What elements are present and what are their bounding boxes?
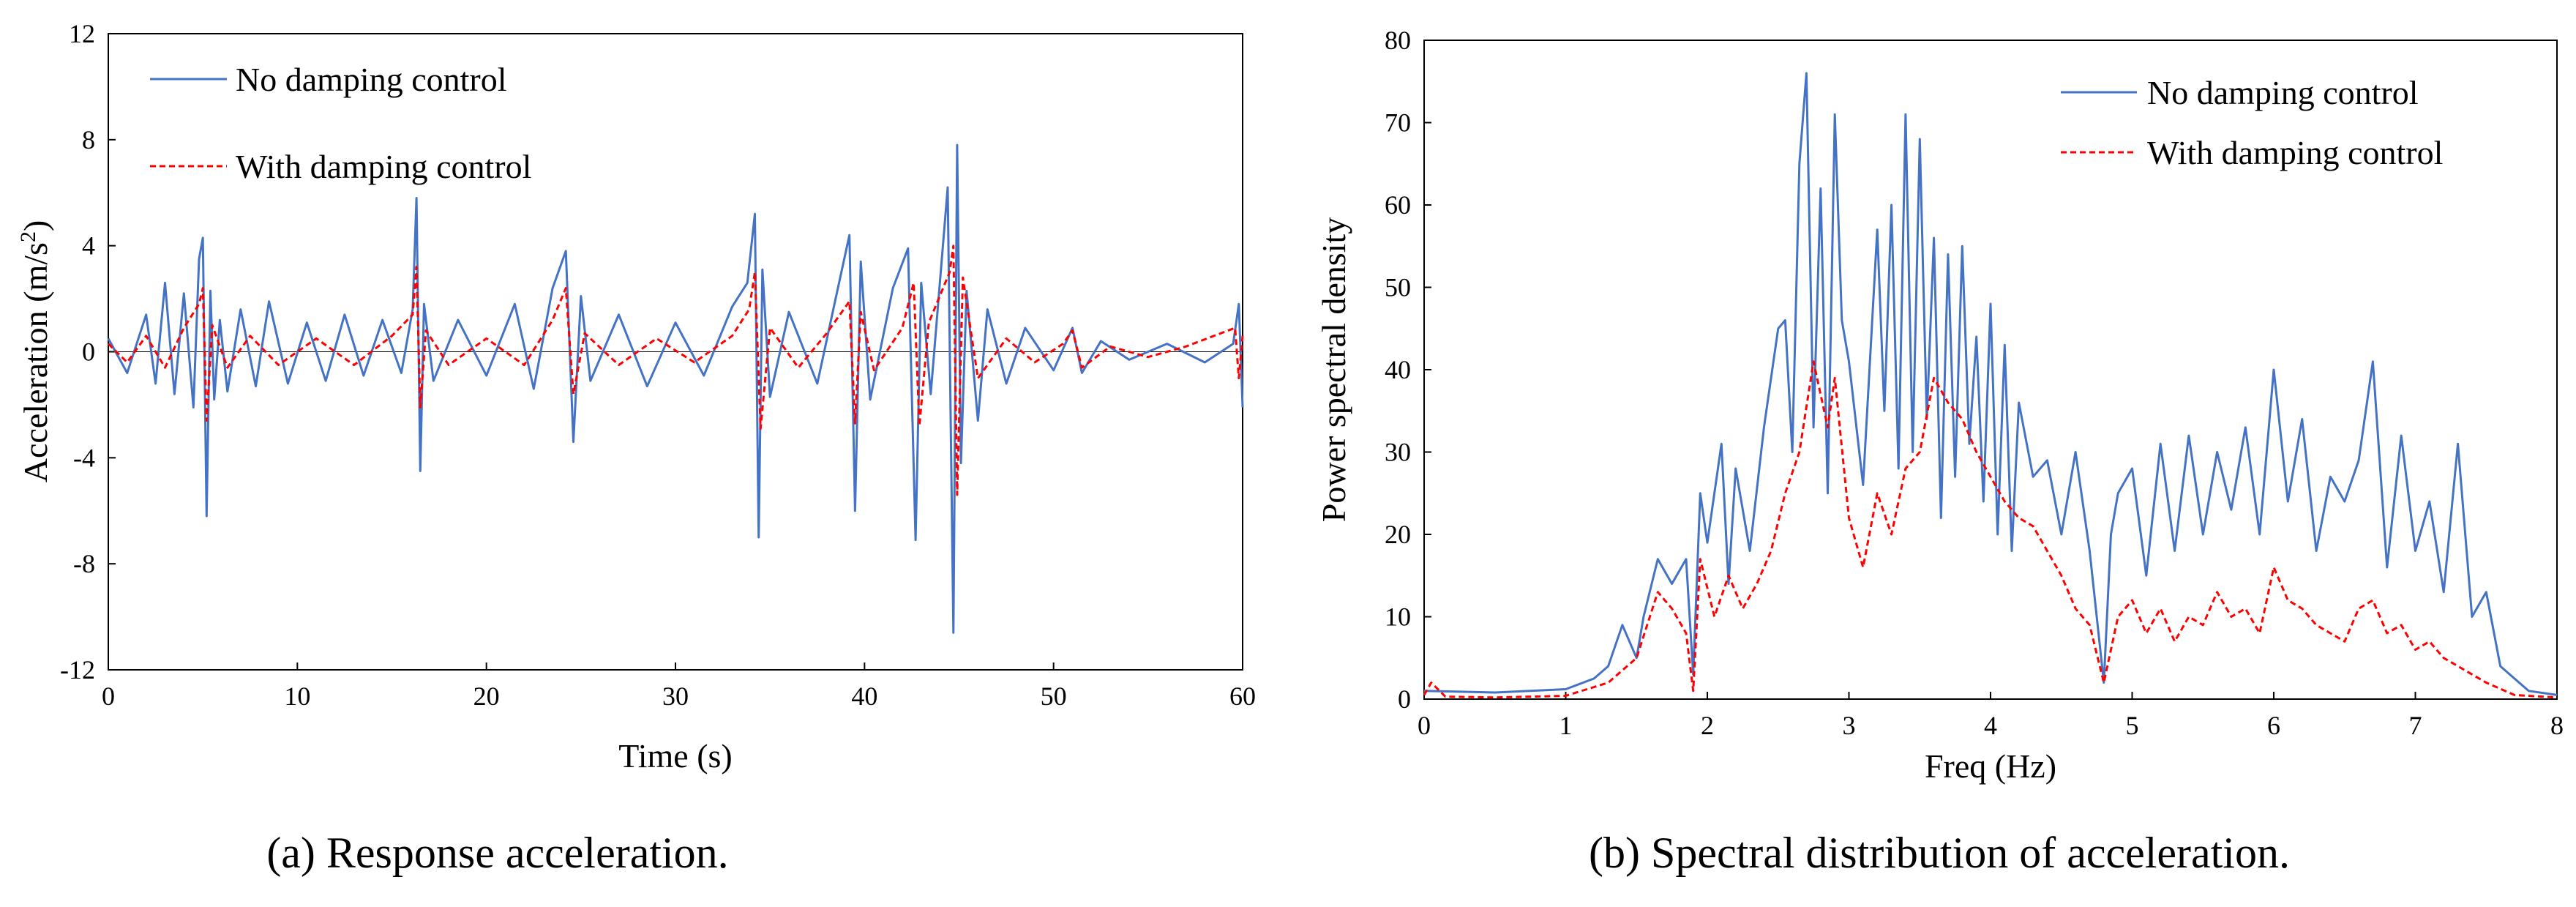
panel-b-plot-frame <box>1423 40 2558 700</box>
panel-a-y-ticks: -12 -8 -4 0 4 8 12 <box>60 19 116 684</box>
panel-b-x-axis-title: Freq (Hz) <box>1925 747 2056 785</box>
panel-a-x-axis-title: Time (s) <box>618 737 733 775</box>
panel-a-y-axis-title: Acceleration (m/s2) <box>16 220 54 483</box>
panel-a-legend-label-no-damping: No damping control <box>236 61 507 98</box>
panel-b-x-tick-label-5: 5 <box>2126 711 2139 740</box>
panel-b-y-tick-label-7: 70 <box>1385 108 1411 138</box>
panel-a-x-ticks: 0 10 20 30 40 50 60 <box>102 662 1256 711</box>
panel-a-y-tick-label-2: -4 <box>73 443 95 472</box>
panel-b-x-tick-label-0: 0 <box>1418 711 1431 740</box>
panel-a-x-tick-label-2: 20 <box>473 682 500 711</box>
panel-b-x-tick-label-7: 7 <box>2409 711 2422 740</box>
panel-b-y-tick-label-0: 0 <box>1398 684 1411 714</box>
panel-a-x-tick-label-3: 30 <box>662 682 689 711</box>
panel-a-y-tick-label-3: 0 <box>82 337 95 367</box>
panel-b-x-tick-label-8: 8 <box>2550 711 2564 740</box>
panel-a-legend: No damping control With damping control <box>150 61 531 185</box>
panel-b-spectral-distribution: 0 10 20 30 40 50 60 70 80 0 1 2 3 4 5 6 7 8 Freq (Hz) Po… <box>1315 26 2564 877</box>
panel-a-y-tick-label-6: 12 <box>69 19 95 48</box>
panel-a-x-tick-label-1: 10 <box>284 682 310 711</box>
panel-b-y-tick-label-2: 20 <box>1385 520 1411 549</box>
panel-b-y-tick-label-4: 40 <box>1385 355 1411 384</box>
panel-b-y-tick-label-8: 80 <box>1385 26 1411 55</box>
panel-b-legend-label-no-damping: No damping control <box>2147 74 2419 111</box>
panel-b-series-with-damping-line <box>1423 360 2558 699</box>
panel-b-y-axis-title: Power spectral density <box>1315 217 1352 522</box>
panel-b-x-tick-label-3: 3 <box>1843 711 1856 740</box>
panel-b-x-tick-label-2: 2 <box>1701 711 1714 740</box>
panel-a-series <box>107 143 1244 634</box>
panel-b-x-tick-label-1: 1 <box>1560 711 1573 740</box>
panel-b-y-tick-label-1: 10 <box>1385 602 1411 632</box>
panel-a-series-no-damping-line <box>107 143 1244 634</box>
panel-a-series-with-damping-line <box>107 245 1244 496</box>
panel-a-caption: (a) Response acceleration. <box>266 829 728 877</box>
panel-a-y-tick-label-5: 8 <box>82 125 95 154</box>
panel-b-x-tick-label-4: 4 <box>1984 711 1997 740</box>
panel-b-x-ticks: 0 1 2 3 4 5 6 7 8 <box>1418 692 2564 740</box>
panel-a-x-tick-label-6: 60 <box>1229 682 1256 711</box>
panel-b-y-tick-label-5: 50 <box>1385 273 1411 302</box>
panel-a-y-tick-label-4: 4 <box>82 231 95 261</box>
panel-b-legend-label-with-damping: With damping control <box>2147 134 2443 171</box>
panel-a-x-tick-label-5: 50 <box>1041 682 1067 711</box>
panel-b-caption: (b) Spectral distribution of acceleratio… <box>1589 829 2290 877</box>
panel-a-x-tick-label-4: 40 <box>851 682 877 711</box>
panel-b-y-ticks: 0 10 20 30 40 50 60 70 80 <box>1385 26 1431 714</box>
panel-b-y-tick-label-3: 30 <box>1385 438 1411 467</box>
panel-b-series <box>1423 72 2558 699</box>
panel-a-y-tick-label-0: -12 <box>60 655 95 684</box>
panel-a-x-tick-label-0: 0 <box>102 682 115 711</box>
panel-b-series-no-damping-line <box>1423 72 2558 696</box>
panel-a-y-tick-label-1: -8 <box>73 549 95 578</box>
panel-b-y-tick-label-6: 60 <box>1385 190 1411 220</box>
panel-b-legend: No damping control With damping control <box>2061 74 2443 171</box>
panel-a-legend-label-with-damping: With damping control <box>236 148 531 185</box>
panel-b-x-tick-label-6: 6 <box>2267 711 2280 740</box>
panel-a-response-acceleration: -12 -8 -4 0 4 8 12 0 10 20 30 40 50 60 Time (s) Acce… <box>16 19 1256 877</box>
